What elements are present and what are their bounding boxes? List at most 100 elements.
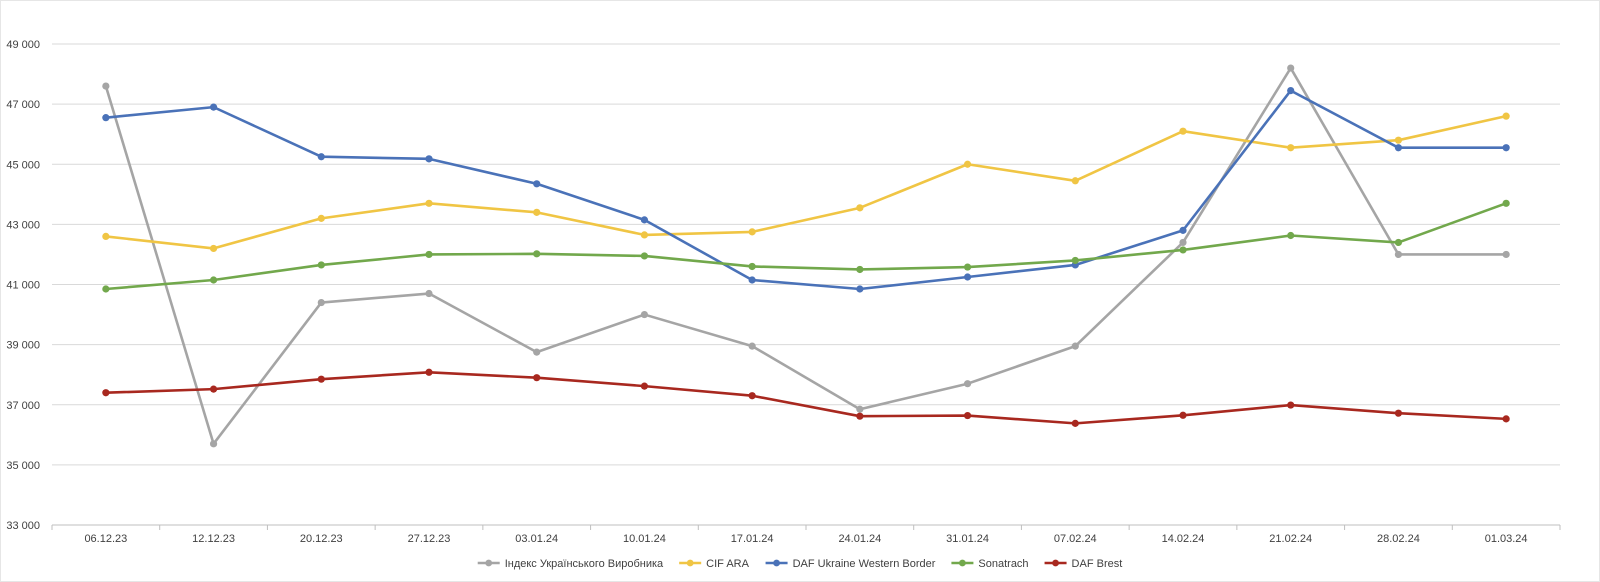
data-point xyxy=(317,298,325,307)
series-0 xyxy=(102,64,1510,448)
data-point xyxy=(1394,250,1403,259)
data-point xyxy=(856,204,864,212)
data-point xyxy=(533,208,541,216)
data-point xyxy=(1394,238,1403,247)
data-point xyxy=(102,114,110,122)
data-point xyxy=(102,389,110,397)
data-point xyxy=(102,232,110,240)
data-point xyxy=(1287,231,1295,240)
y-tick-label: 39 000 xyxy=(6,340,40,352)
data-point xyxy=(425,250,433,259)
data-point xyxy=(317,214,325,222)
data-point xyxy=(209,385,218,393)
x-tick-label: 28.02.24 xyxy=(1377,533,1420,545)
data-point xyxy=(963,380,972,388)
y-tick-label: 47 000 xyxy=(6,99,40,111)
data-point xyxy=(1502,199,1510,207)
y-tick-label: 37 000 xyxy=(6,400,40,412)
x-tick-label: 31.01.24 xyxy=(946,533,989,545)
data-point xyxy=(1394,144,1403,152)
data-point xyxy=(1287,86,1295,95)
x-tick-label: 21.02.24 xyxy=(1269,533,1312,545)
data-point xyxy=(102,82,110,90)
data-point xyxy=(1502,112,1510,120)
x-tick-label: 03.01.24 xyxy=(515,533,558,545)
data-point xyxy=(209,244,218,253)
x-tick-label: 01.03.24 xyxy=(1485,533,1528,545)
data-point xyxy=(1502,144,1510,152)
data-point xyxy=(748,276,756,284)
series-line xyxy=(104,370,1508,425)
data-point xyxy=(1394,136,1403,144)
data-point xyxy=(748,342,756,350)
x-tick-label: 24.01.24 xyxy=(838,533,881,545)
data-point xyxy=(533,348,541,356)
data-point xyxy=(533,250,541,258)
data-point xyxy=(640,382,649,390)
data-point xyxy=(856,285,864,293)
data-point xyxy=(748,228,756,236)
series-line xyxy=(104,89,1508,291)
data-point xyxy=(1287,144,1295,152)
x-tick-label: 06.12.23 xyxy=(84,533,127,545)
data-point xyxy=(640,252,649,260)
axes: 33 000 35 000 37 000 39 000 41 000 43 000 45 0… xyxy=(6,39,1561,545)
legend-point-marker xyxy=(686,559,694,567)
data-point xyxy=(317,261,325,269)
legend-item: Sonatrach xyxy=(951,558,1029,570)
x-tick-label: 07.02.24 xyxy=(1054,533,1097,545)
series-4 xyxy=(102,368,1510,427)
x-tick-label: 10.01.24 xyxy=(623,533,666,545)
data-point xyxy=(1179,411,1187,419)
data-point xyxy=(963,273,972,281)
legend-point-marker xyxy=(959,559,966,567)
data-point xyxy=(1179,246,1187,254)
data-point xyxy=(1179,238,1187,247)
legend-point-marker xyxy=(773,559,780,567)
y-tick-label: 49 000 xyxy=(6,39,40,51)
x-tick-label: 20.12.23 xyxy=(300,533,343,545)
data-point xyxy=(1287,64,1295,72)
data-point xyxy=(963,160,972,168)
data-point xyxy=(209,276,218,284)
data-point xyxy=(1071,177,1079,185)
data-point xyxy=(533,180,541,188)
legend-item: Індекс Українського Виробника xyxy=(477,558,664,570)
legend-label: Sonatrach xyxy=(978,558,1028,570)
data-point xyxy=(748,392,756,400)
series-line xyxy=(104,114,1508,250)
data-point xyxy=(533,374,541,382)
series-line xyxy=(104,202,1508,291)
data-point xyxy=(963,411,972,420)
data-point xyxy=(425,368,433,376)
legend-item: DAF Brest xyxy=(1044,558,1123,570)
series-1 xyxy=(102,112,1510,253)
data-point xyxy=(640,231,649,239)
x-tick-label: 17.01.24 xyxy=(731,533,774,545)
data-point xyxy=(1179,226,1187,234)
data-point xyxy=(425,155,433,163)
legend-point-marker xyxy=(485,559,493,567)
data-point xyxy=(209,440,218,448)
legend-point-marker xyxy=(1052,559,1059,567)
data-point xyxy=(856,412,864,420)
data-point xyxy=(425,199,433,207)
data-point xyxy=(1502,250,1510,259)
x-tick-label: 27.12.23 xyxy=(408,533,451,545)
legend: Індекс Українського Виробника CIF ARA DAF … xyxy=(477,558,1123,570)
data-point xyxy=(1071,256,1079,265)
legend-label: DAF Ukraine Western Border xyxy=(793,558,936,570)
data-point xyxy=(102,285,110,293)
data-point xyxy=(640,310,649,319)
data-point xyxy=(209,103,218,111)
data-point xyxy=(1502,415,1510,423)
y-tick-label: 33 000 xyxy=(6,520,40,532)
legend-label: DAF Brest xyxy=(1072,558,1123,570)
legend-item: DAF Ukraine Western Border xyxy=(765,558,936,570)
series-lines xyxy=(102,64,1510,448)
data-point xyxy=(748,262,756,271)
data-point xyxy=(1071,419,1079,427)
y-tick-label: 41 000 xyxy=(6,280,40,292)
